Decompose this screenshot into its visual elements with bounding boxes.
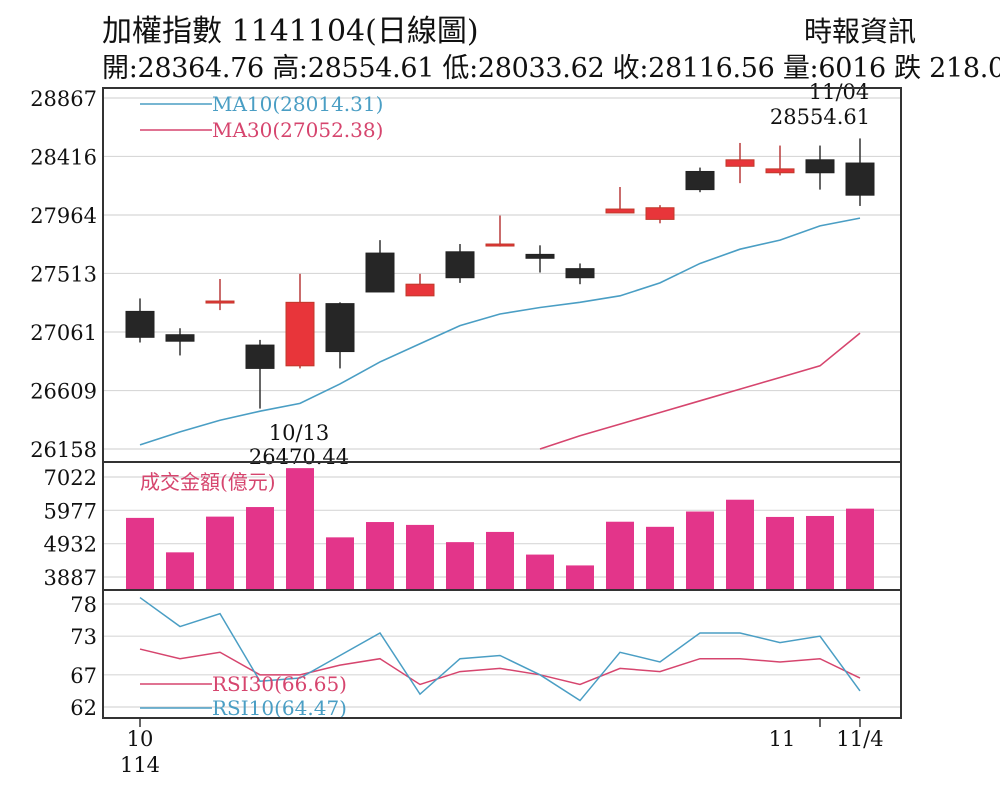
rsi10-line <box>139 596 861 702</box>
candle-up <box>765 168 795 174</box>
volume-bar <box>126 517 154 590</box>
ma10-line <box>139 217 861 446</box>
legend-label: MA10(28014.31) <box>212 92 383 116</box>
candle-down <box>165 334 195 342</box>
volume-label: 成交金額(億元) <box>140 470 276 494</box>
price-tick-label: 28416 <box>30 145 97 169</box>
annotation-date: 10/13 <box>269 421 330 445</box>
volume-tick-label: 4932 <box>44 533 97 557</box>
rsi30-line <box>139 648 861 686</box>
x-tick-label: 10 <box>127 727 154 751</box>
volume-bar <box>406 524 434 590</box>
volume-tick-label: 5977 <box>44 499 97 523</box>
volume-bar <box>646 526 674 590</box>
ohlc-summary: 開:28364.76 高:28554.61 低:28033.62 收:28116… <box>102 53 1000 84</box>
volume-bar <box>846 508 874 590</box>
candle-up <box>285 301 315 367</box>
volume-bar <box>726 499 754 590</box>
candle-down <box>445 251 475 279</box>
chart-title: 加權指數 1141104(日線圖) <box>102 14 479 49</box>
volume-bar <box>686 511 714 590</box>
rsi-tick-label: 67 <box>70 664 97 688</box>
candle-down <box>805 159 835 174</box>
price-tick-label: 27061 <box>30 321 97 345</box>
annotation-date: 11/04 <box>809 80 870 104</box>
volume-bar <box>526 554 554 590</box>
x-tick-label: 11 <box>769 727 796 751</box>
candle-up <box>205 300 235 304</box>
volume-bar <box>606 521 634 590</box>
volume-tick-label: 3887 <box>44 566 97 590</box>
price-tick-label: 27513 <box>30 262 97 286</box>
plot-frame <box>102 87 902 719</box>
candle-down <box>325 303 355 353</box>
price-tick-label: 27964 <box>30 204 97 228</box>
volume-bar <box>486 531 514 590</box>
volume-bar <box>166 552 194 590</box>
volume-bar <box>326 537 354 590</box>
volume-bar <box>366 522 394 590</box>
volume-bar <box>806 515 834 590</box>
candle-down <box>845 162 875 196</box>
candle-up <box>645 207 675 220</box>
volume-bar <box>446 542 474 590</box>
candle-up <box>605 208 635 214</box>
volume-bar <box>206 516 234 590</box>
rsi-tick-label: 78 <box>70 593 97 617</box>
volume-bar <box>566 565 594 590</box>
volume-bar <box>766 516 794 590</box>
annotation-value: 28554.61 <box>770 105 870 129</box>
rsi-legend-label: RSI10(64.47) <box>212 696 347 720</box>
price-tick-label: 26158 <box>30 438 97 462</box>
candle-down <box>365 252 395 293</box>
rsi-legend-label: RSI30(66.65) <box>212 672 347 696</box>
candle-up <box>725 159 755 167</box>
volume-bar <box>246 507 274 590</box>
x-tick-label: 11/4 <box>836 727 883 751</box>
price-tick-label: 28867 <box>30 87 97 111</box>
x-year-label: 114 <box>120 753 160 777</box>
candle-down <box>685 170 715 191</box>
rsi-tick-label: 73 <box>70 625 97 649</box>
source-label: 時報資訊 <box>803 15 916 48</box>
candle-down <box>565 268 595 279</box>
candle-up <box>405 283 435 297</box>
candle-down <box>245 344 275 369</box>
price-tick-label: 26609 <box>30 380 97 404</box>
volume-tick-label: 7022 <box>44 466 97 490</box>
annotation-value: 26470.44 <box>249 445 349 469</box>
candle-up <box>485 243 515 247</box>
candle-down <box>525 253 555 259</box>
ma30-line <box>539 332 861 450</box>
rsi-tick-label: 62 <box>70 696 97 720</box>
legend-label: MA30(27052.38) <box>212 118 383 142</box>
candle-down <box>125 310 155 338</box>
volume-bar <box>286 468 314 590</box>
